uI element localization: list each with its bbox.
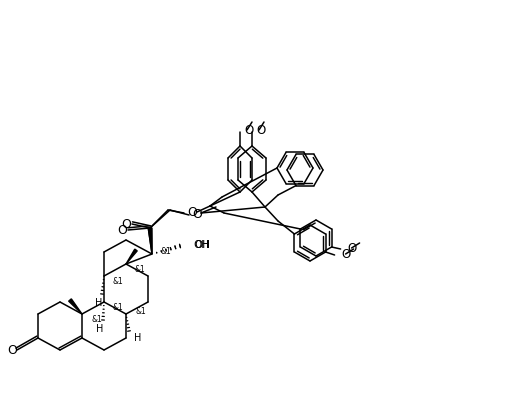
Polygon shape [126,249,137,264]
Text: H: H [96,324,104,334]
Text: OH: OH [194,240,210,250]
Text: OH: OH [193,240,209,250]
Text: O: O [187,206,197,218]
Text: &1: &1 [113,303,123,312]
Text: O: O [121,218,131,231]
Text: O: O [341,249,351,262]
Text: O: O [244,125,253,137]
Text: &1: &1 [135,264,145,274]
Text: &1: &1 [113,276,123,285]
Text: &1: &1 [135,308,147,316]
Text: &1: &1 [160,247,172,256]
Text: O: O [7,345,17,358]
Text: &1: &1 [92,314,102,324]
Text: H: H [134,333,142,343]
Polygon shape [148,228,152,254]
Polygon shape [68,299,82,314]
Polygon shape [148,228,152,254]
Text: O: O [192,208,202,220]
Text: O: O [348,243,357,256]
Text: O: O [117,224,127,237]
Text: H: H [95,298,102,308]
Text: O: O [256,125,266,137]
